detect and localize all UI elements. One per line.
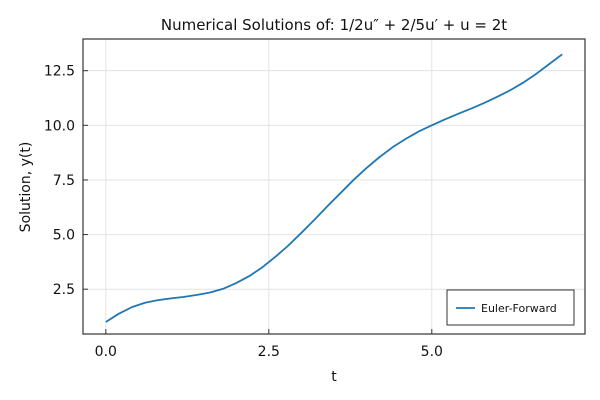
y-tick-label: 7.5 xyxy=(53,173,75,189)
y-tick-label: 12.5 xyxy=(44,64,75,80)
y-axis-label: Solution, y(t) xyxy=(18,142,34,233)
x-tick-label: 0.0 xyxy=(95,344,117,360)
chart-title: Numerical Solutions of: 1/2u″ + 2/5u′ + … xyxy=(161,16,507,34)
y-tick-label: 5.0 xyxy=(53,228,75,244)
x-axis-label: t xyxy=(331,369,337,385)
axis-ticks: 0.0 2.5 5.0 2.5 5.0 7.5 10.0 12.5 xyxy=(44,64,443,360)
plot-area-frame xyxy=(82,38,586,335)
series-layer xyxy=(105,53,563,323)
legend-label-euler-forward: Euler-Forward xyxy=(481,302,557,315)
y-tick-label: 2.5 xyxy=(53,282,75,298)
series-line-euler-forward xyxy=(105,53,563,323)
y-tick-label: 10.0 xyxy=(44,118,75,134)
x-tick-label: 5.0 xyxy=(421,344,443,360)
legend: Euler-Forward xyxy=(446,289,575,326)
grid-lines xyxy=(83,39,585,334)
x-tick-label: 2.5 xyxy=(258,344,280,360)
